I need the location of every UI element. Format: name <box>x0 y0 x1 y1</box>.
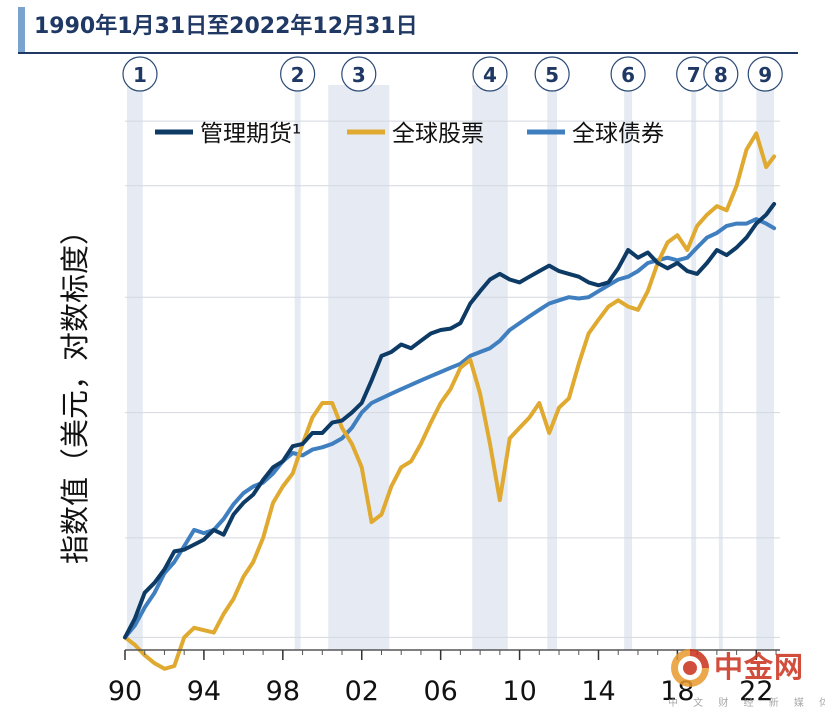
event-band-4 <box>472 85 508 650</box>
event-marker-1 <box>122 56 158 92</box>
event-marker-5 <box>534 56 570 92</box>
header-divider <box>18 52 798 54</box>
event-band-8 <box>718 85 723 650</box>
header-accent-bar <box>18 7 25 52</box>
x-tick-label: 06 <box>423 676 457 707</box>
event-marker-label: 1 <box>133 63 147 87</box>
event-marker-label: 2 <box>291 63 305 87</box>
event-band-9 <box>756 85 775 650</box>
event-marker-label: 5 <box>545 63 559 87</box>
event-marker-label: 4 <box>483 63 497 87</box>
series-line-bonds <box>123 217 777 640</box>
legend-label-equities: 全球股票 <box>392 121 484 147</box>
event-band-1 <box>126 85 143 650</box>
x-tick-label: 02 <box>345 676 379 707</box>
legend-label-managed_futures: 管理期货¹ <box>200 121 301 147</box>
event-marker-8 <box>703 56 739 92</box>
event-band-3 <box>328 85 390 650</box>
event-band-6 <box>624 85 633 650</box>
x-tick-label: 98 <box>266 676 300 707</box>
watermark-subtitle: 中 文 财 经 新 媒 体 <box>668 698 825 709</box>
event-marker-label: 3 <box>352 63 366 87</box>
event-marker-3 <box>341 56 377 92</box>
event-marker-4 <box>472 56 508 92</box>
event-marker-label: 9 <box>758 63 772 87</box>
watermark-brand: 中金网 <box>714 650 805 684</box>
event-marker-label: 8 <box>714 63 728 87</box>
series-line-managed_futures <box>123 202 777 640</box>
page-title: 1990年1月31日至2022年12月31日 <box>34 14 418 39</box>
event-band-7 <box>691 85 697 650</box>
event-marker-9 <box>747 56 783 92</box>
brand-logo-icon <box>671 649 709 687</box>
series-line-equities <box>123 131 777 671</box>
x-tick-label: 94 <box>187 676 221 707</box>
event-band-2 <box>294 85 301 650</box>
event-marker-label: 6 <box>621 63 635 87</box>
event-marker-2 <box>280 56 316 92</box>
x-tick-label: 90 <box>108 676 142 707</box>
event-band-5 <box>547 85 558 650</box>
x-tick-label: 14 <box>581 676 615 707</box>
legend-label-bonds: 全球债券 <box>572 121 664 147</box>
event-marker-6 <box>610 56 646 92</box>
x-tick-label: 22 <box>739 676 773 707</box>
x-tick-label: 10 <box>502 676 536 707</box>
watermark: 中金网 中 文 财 经 新 媒 体 <box>668 642 825 712</box>
event-marker-label: 7 <box>687 63 701 87</box>
